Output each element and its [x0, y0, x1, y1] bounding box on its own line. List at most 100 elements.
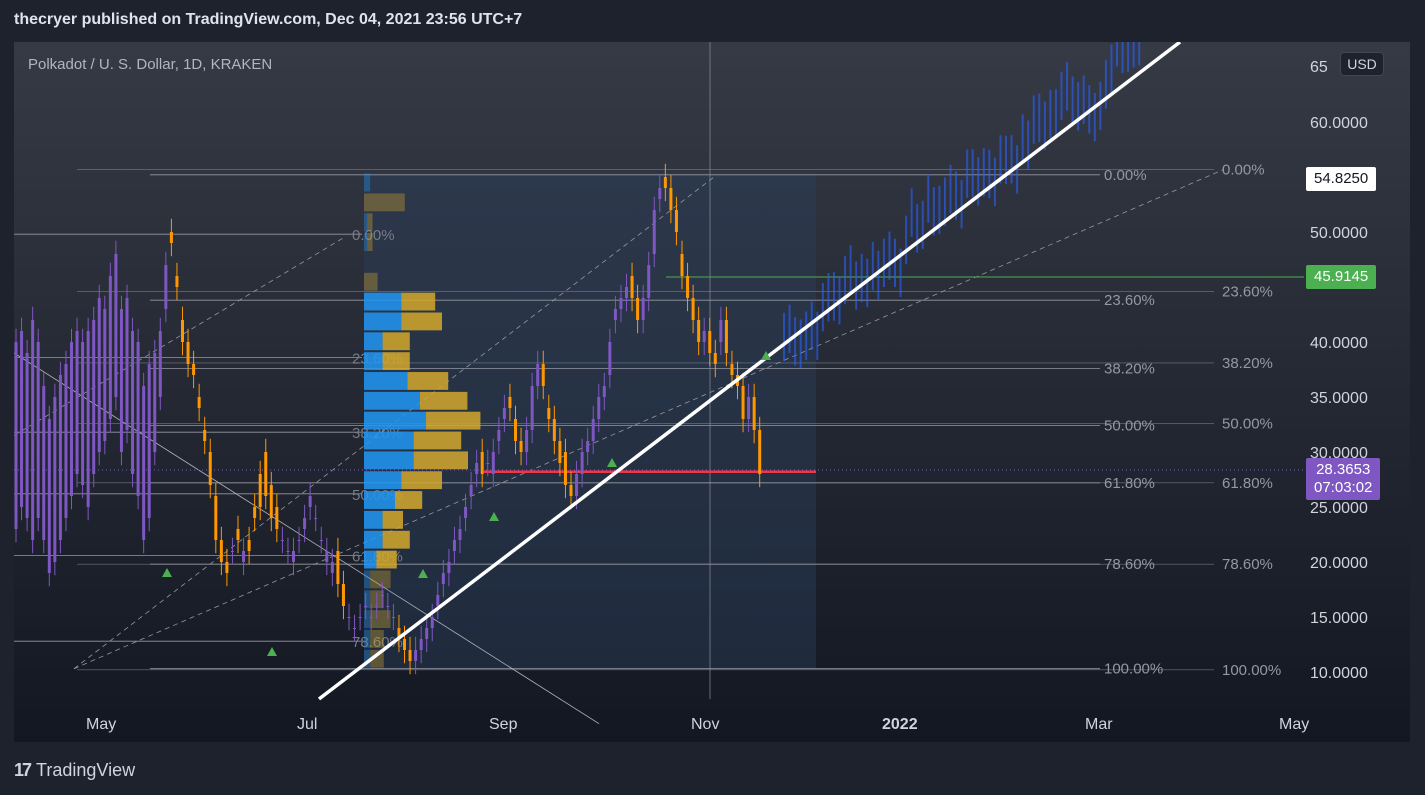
candle-body	[591, 419, 595, 441]
candle-body	[547, 408, 551, 419]
candle-body	[752, 397, 756, 430]
candle-body	[247, 540, 251, 551]
volume-profile-up	[364, 510, 383, 529]
candle-body	[325, 551, 329, 562]
fib-mid-label: 100.00%	[1104, 661, 1163, 678]
candle-body	[658, 188, 662, 199]
volume-profile-down	[382, 352, 410, 371]
candle-body	[491, 452, 495, 474]
candle-body	[64, 364, 68, 518]
volume-profile-up	[364, 391, 420, 410]
candle-body	[319, 540, 323, 541]
y-axis-tick-label: 10.0000	[1310, 665, 1368, 682]
candle-body	[92, 320, 96, 474]
candle-body	[480, 452, 484, 474]
footer: 17 TradingView	[0, 742, 1425, 795]
volume-profile-up	[364, 332, 383, 351]
chart-pane[interactable]: 0.00% 23.60% 38.20% 50.00% 61.80% 78.60% 0.00%…	[14, 42, 1410, 742]
volume-profile-up	[364, 610, 371, 629]
volume-profile-up	[364, 213, 368, 232]
candle-body	[253, 507, 257, 518]
candle-body	[375, 606, 379, 607]
candle-body	[686, 276, 690, 298]
candle-body	[158, 331, 162, 397]
volume-profile-up	[364, 550, 377, 569]
buy-signal-marker	[761, 351, 771, 360]
volume-profile-up	[364, 491, 395, 509]
y-axis-tick-label: 65	[1310, 59, 1328, 76]
fib-left-label: 0.00%	[352, 227, 395, 244]
candle-body	[42, 386, 46, 540]
candle-body	[458, 529, 462, 540]
tradingview-logo[interactable]: 17 TradingView	[14, 760, 135, 781]
candle-body	[680, 254, 684, 276]
candle-body	[297, 540, 301, 541]
price-tag-last-countdown: 07:03:02	[1314, 478, 1373, 496]
candle-body	[636, 298, 640, 320]
candle-body	[613, 309, 617, 320]
candle-body	[552, 419, 556, 441]
candle-body	[486, 463, 490, 464]
candle-body	[358, 617, 362, 618]
candle-body	[58, 375, 62, 540]
candle-body	[275, 507, 279, 529]
candle-body	[197, 397, 201, 408]
tradingview-logo-icon: 17	[14, 760, 32, 780]
candle-body	[702, 331, 706, 342]
candle-body	[14, 342, 18, 529]
candle-body	[336, 551, 340, 584]
price-chart[interactable]: 0.00% 23.60% 38.20% 50.00% 61.80% 78.60% 0.00%…	[14, 42, 1410, 742]
main-trendline	[317, 42, 1182, 701]
currency-button[interactable]: USD	[1340, 52, 1384, 76]
publish-header-text: thecryer published on TradingView.com, D…	[14, 11, 523, 28]
volume-profile-up	[364, 530, 383, 549]
x-axis-tick-label: May	[86, 716, 116, 733]
x-axis-tick-label: Jul	[297, 716, 317, 733]
volume-profile-down	[426, 411, 481, 430]
price-tag-last-value: 28.3653	[1316, 460, 1371, 478]
candle-body	[747, 397, 751, 419]
candle-body	[114, 254, 118, 397]
y-axis-tick-label: 30.0000	[1310, 445, 1368, 462]
candle-body	[641, 298, 645, 320]
volume-profile-down	[382, 510, 403, 529]
candle-body	[303, 518, 307, 529]
volume-profile-down	[413, 451, 468, 470]
x-axis-tick-label: Sep	[489, 716, 518, 733]
buy-signal-marker	[162, 568, 172, 577]
candle-body	[119, 309, 123, 452]
volume-profile-down	[382, 530, 410, 549]
candle-body	[569, 485, 573, 496]
volume-profile-up	[364, 471, 402, 490]
candle-body	[353, 628, 357, 629]
y-axis-tick-label: 25.0000	[1310, 500, 1368, 517]
price-tag-high: 54.8250	[1306, 166, 1377, 191]
candle-body	[136, 342, 140, 496]
price-tag-level-value: 45.9145	[1314, 267, 1369, 285]
candle-body	[652, 210, 656, 254]
candle-body	[497, 430, 501, 441]
candle-body	[31, 320, 35, 540]
volume-profile-up	[364, 372, 408, 390]
candle-body	[430, 617, 434, 628]
x-axis-tick-label: 2022	[882, 716, 918, 733]
candle-body	[563, 452, 567, 485]
candle-body	[758, 430, 762, 474]
candle-body	[25, 353, 29, 518]
price-tag-high-value: 54.8250	[1314, 169, 1369, 187]
candle-body	[469, 485, 473, 496]
volume-profile-down	[407, 372, 449, 390]
volume-profile-up	[364, 451, 414, 470]
candle-body	[108, 276, 112, 419]
candle-body	[347, 617, 351, 618]
candle-body	[558, 441, 562, 463]
volume-profile-down	[370, 610, 391, 629]
candle-body	[414, 650, 418, 661]
candle-body	[597, 397, 601, 419]
buy-signal-marker	[418, 569, 428, 578]
volume-profile-up	[364, 570, 371, 589]
candle-body	[369, 617, 373, 618]
candle-body	[280, 540, 284, 541]
x-axis-tick-label: May	[1279, 716, 1309, 733]
symbol-label: Polkadot / U. S. Dollar, 1D, KRAKEN	[28, 56, 273, 73]
